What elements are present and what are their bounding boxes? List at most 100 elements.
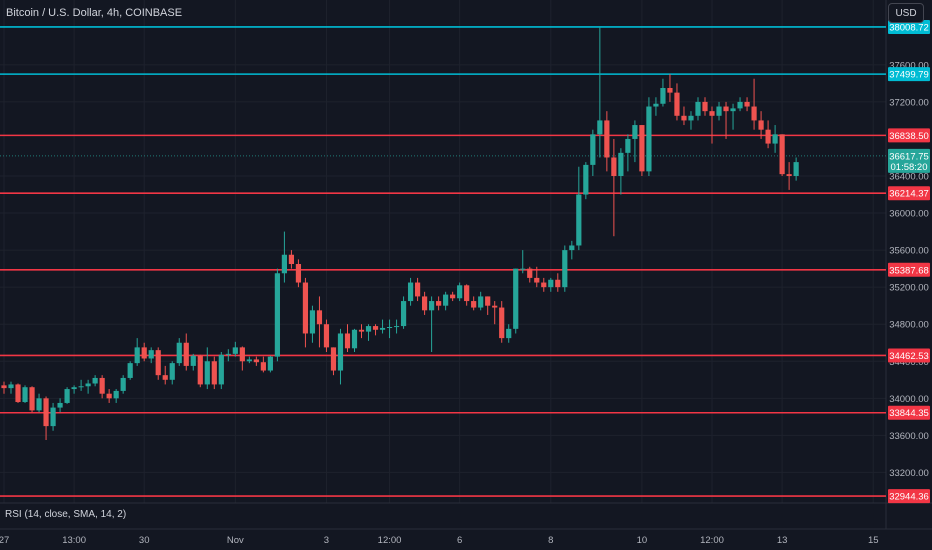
candle-body bbox=[534, 277, 540, 283]
price-tick-label: 36400.00 bbox=[889, 172, 929, 183]
candle-body bbox=[632, 125, 638, 139]
last-price-box bbox=[888, 148, 930, 173]
candle-body bbox=[597, 120, 603, 135]
candle-body bbox=[85, 383, 91, 387]
level-price-label: 36838.50 bbox=[888, 128, 930, 143]
candle-body bbox=[751, 106, 757, 121]
candle-body bbox=[576, 194, 582, 246]
candle-body bbox=[639, 125, 645, 172]
level-label-box bbox=[888, 128, 930, 143]
candle-body bbox=[548, 279, 554, 288]
candle-body bbox=[78, 386, 84, 388]
candle-body bbox=[646, 106, 652, 172]
candle-body bbox=[204, 361, 210, 385]
level-label-text: 36838.50 bbox=[889, 131, 929, 142]
time-tick-label: 8 bbox=[548, 535, 553, 546]
candle-body bbox=[674, 92, 680, 116]
price-tick-label: 35200.00 bbox=[889, 283, 929, 294]
candle-body bbox=[485, 296, 491, 306]
candle-body bbox=[555, 279, 561, 288]
candle-body bbox=[15, 384, 21, 403]
level-label-text: 36214.37 bbox=[889, 189, 929, 200]
candle-body bbox=[71, 387, 77, 390]
candle-body bbox=[281, 254, 287, 274]
candle-body bbox=[155, 350, 161, 376]
candle-body bbox=[260, 362, 266, 371]
candle-body bbox=[730, 108, 736, 112]
candle-body bbox=[197, 355, 203, 385]
level-label-box bbox=[888, 348, 930, 363]
candle-body bbox=[344, 333, 351, 349]
time-tick-label: 30 bbox=[139, 535, 150, 546]
candle-body bbox=[64, 389, 70, 403]
price-tick-label: 36000.00 bbox=[889, 209, 929, 220]
grid-lines bbox=[0, 0, 886, 503]
candle-body bbox=[127, 363, 133, 378]
time-tick-label: 13:00 bbox=[62, 535, 86, 546]
candle-body bbox=[779, 134, 785, 175]
candle-body bbox=[267, 356, 273, 371]
level-price-label: 37499.79 bbox=[888, 67, 930, 82]
candle-body bbox=[667, 88, 673, 93]
candle-body bbox=[176, 342, 182, 364]
candle-body bbox=[309, 310, 316, 334]
candle-body bbox=[436, 301, 442, 306]
level-label-text: 33844.35 bbox=[889, 408, 929, 419]
candle-body bbox=[583, 164, 589, 195]
level-label-text: 38008.72 bbox=[889, 22, 929, 33]
candle-body bbox=[414, 282, 421, 297]
candle-body bbox=[134, 347, 140, 364]
candle-body bbox=[337, 333, 344, 371]
candle-body bbox=[506, 328, 512, 339]
candle-body bbox=[716, 106, 722, 116]
candle-body bbox=[569, 245, 575, 251]
candle-body bbox=[709, 111, 715, 116]
countdown-timer: 01:58:20 bbox=[891, 162, 928, 173]
time-tick-label: 15 bbox=[868, 535, 879, 546]
currency-button[interactable]: USD bbox=[888, 3, 924, 23]
candle-body bbox=[688, 115, 694, 121]
candle-body bbox=[702, 101, 708, 112]
candle-body bbox=[407, 282, 414, 302]
rsi-indicator-label[interactable]: RSI (14, close, SMA, 14, 2) bbox=[5, 509, 127, 520]
candle-body bbox=[106, 393, 112, 399]
candle-body bbox=[772, 134, 778, 144]
candle-body bbox=[520, 268, 526, 270]
candle-body bbox=[590, 134, 596, 165]
price-tick-label: 35600.00 bbox=[889, 246, 929, 257]
level-label-box bbox=[888, 405, 930, 420]
candle-body bbox=[169, 363, 175, 380]
level-price-label: 33844.35 bbox=[888, 405, 930, 420]
time-tick-label: 27 bbox=[0, 535, 9, 546]
level-price-label: 34462.53 bbox=[888, 348, 930, 363]
price-tick-label: 34000.00 bbox=[889, 394, 929, 405]
candle-body bbox=[450, 294, 456, 299]
candle-body bbox=[386, 326, 393, 328]
candle-body bbox=[457, 285, 463, 299]
candle-body bbox=[358, 329, 365, 332]
candle-body bbox=[288, 254, 295, 265]
candle-body bbox=[1, 385, 7, 389]
level-label-box bbox=[888, 19, 930, 34]
candle-body bbox=[429, 301, 435, 311]
candle-body bbox=[253, 359, 259, 363]
candle-body bbox=[22, 387, 28, 403]
candle-body bbox=[29, 387, 35, 411]
candle-body bbox=[57, 402, 63, 408]
candle-body bbox=[239, 347, 245, 362]
level-price-label: 35387.68 bbox=[888, 262, 930, 277]
level-label-text: 32944.36 bbox=[889, 492, 929, 503]
candle-body bbox=[765, 129, 771, 144]
candle-body bbox=[471, 301, 477, 308]
level-price-label: 32944.36 bbox=[888, 489, 930, 504]
candle-body bbox=[351, 329, 358, 349]
candle-body bbox=[681, 115, 687, 121]
candle-body bbox=[758, 120, 764, 130]
candle-body bbox=[478, 296, 484, 308]
candle-body bbox=[92, 377, 98, 384]
candle-body bbox=[148, 350, 154, 359]
candle-body bbox=[43, 398, 49, 427]
candle-body bbox=[211, 361, 217, 385]
level-price-label: 38008.72 bbox=[888, 19, 930, 34]
